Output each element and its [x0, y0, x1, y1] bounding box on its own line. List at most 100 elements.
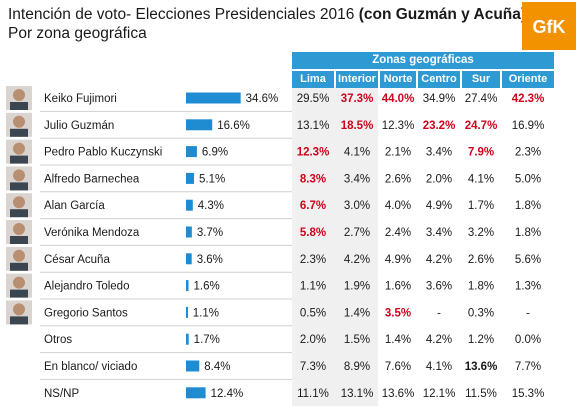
column-header-norte: Norte: [380, 71, 416, 88]
row-label: Gregorio Santos: [44, 307, 128, 319]
chart-title: Intención de voto- Elecciones Presidenci…: [8, 6, 526, 24]
zone-value-lima: 2.3%: [300, 254, 326, 266]
column-header-lima: Lima: [292, 71, 334, 88]
column-shade: [292, 138, 378, 165]
gfk-logo: GfK: [522, 2, 576, 50]
zone-value-lima: 6.7%: [300, 200, 326, 212]
column-shade: [292, 272, 378, 299]
zone-value-norte: 1.4%: [385, 334, 411, 346]
candidate-photo: [6, 300, 32, 325]
column-header-centro: Centro: [418, 71, 460, 88]
column-shade: [292, 299, 378, 326]
zone-value-centro: 23.2%: [423, 120, 456, 132]
zone-value-sur: 4.1%: [468, 173, 494, 185]
column-shade: [292, 379, 378, 407]
zone-value-centro: 3.6%: [426, 281, 452, 293]
zone-value-interior: 1.4%: [344, 307, 370, 319]
zone-value-oriente: 1.3%: [515, 281, 541, 293]
column-shade: [292, 218, 378, 246]
row-label: NS/NP: [44, 388, 79, 400]
zone-value-interior: 13.1%: [341, 388, 374, 400]
zone-value-sur: 1.8%: [468, 281, 494, 293]
zone-value-norte: 2.6%: [385, 173, 411, 185]
total-value-label: 8.4%: [204, 361, 230, 373]
zone-value-norte: 44.0%: [382, 93, 415, 105]
row-label: Julio Guzmán: [44, 120, 114, 132]
row-label: Alan García: [44, 200, 105, 212]
zone-value-sur: 1.2%: [468, 334, 494, 346]
zone-value-interior: 3.4%: [344, 173, 370, 185]
candidate-photo: [6, 166, 32, 191]
total-value-label: 6.9%: [202, 147, 228, 159]
zone-value-lima: 13.1%: [297, 120, 330, 132]
column-shade: [292, 245, 378, 273]
total-value-label: 16.6%: [217, 120, 250, 132]
zone-value-interior: 8.9%: [344, 361, 370, 373]
column-shade: [292, 84, 378, 112]
title-main: Intención de voto- Elecciones Presidenci…: [8, 6, 359, 23]
chart-subtitle: Por zona geográfica: [8, 25, 147, 42]
zone-value-oriente: 2.3%: [515, 147, 541, 159]
candidate-photo: [6, 139, 32, 164]
candidate-photo: [6, 86, 32, 110]
total-value-label: 12.4%: [211, 388, 244, 400]
zone-value-sur: 7.9%: [468, 147, 494, 159]
total-bar: [186, 387, 206, 399]
candidate-photo: [6, 112, 32, 137]
zone-value-norte: 1.6%: [385, 281, 411, 293]
column-shade: [292, 191, 378, 219]
candidate-photo: [6, 246, 32, 271]
total-bar: [186, 92, 241, 104]
total-bar: [186, 253, 192, 265]
total-bar: [186, 146, 197, 158]
zone-value-oriente: -: [526, 307, 530, 319]
zone-value-interior: 4.1%: [344, 147, 370, 159]
zone-value-lima: 12.3%: [297, 147, 330, 159]
zone-value-interior: 1.9%: [344, 281, 370, 293]
total-bar: [186, 226, 192, 238]
total-bar: [186, 306, 188, 318]
total-value-label: 1.7%: [194, 334, 220, 346]
zone-value-oriente: 5.0%: [515, 173, 541, 185]
column-shade: [292, 111, 378, 139]
zone-value-oriente: 16.9%: [512, 120, 545, 132]
total-value-label: 1.1%: [193, 307, 219, 319]
zone-value-sur: 13.6%: [465, 361, 498, 373]
total-value-label: 1.6%: [194, 281, 220, 293]
candidate-photo: [6, 273, 32, 298]
zone-value-centro: 2.0%: [426, 173, 452, 185]
zone-value-norte: 12.3%: [382, 120, 415, 132]
zone-value-oriente: 15.3%: [512, 388, 545, 400]
candidate-photo: [6, 193, 32, 218]
zone-value-interior: 4.2%: [344, 254, 370, 266]
total-value-label: 3.7%: [197, 227, 223, 239]
zone-value-interior: 37.3%: [341, 93, 374, 105]
zone-value-sur: 2.6%: [468, 254, 494, 266]
total-value-label: 5.1%: [199, 173, 225, 185]
zone-value-norte: 7.6%: [385, 361, 411, 373]
row-label: En blanco/ viciado: [44, 361, 137, 373]
zone-value-norte: 13.6%: [382, 388, 415, 400]
total-bar: [186, 333, 189, 345]
zone-value-centro: 4.2%: [426, 334, 452, 346]
row-label: Keiko Fujimori: [44, 93, 117, 105]
column-shade: [292, 325, 378, 353]
row-label: Verónika Mendoza: [44, 227, 140, 239]
total-bar: [186, 199, 193, 211]
row-label: Alfredo Barnechea: [44, 173, 140, 185]
zones-group-header: Zonas geográficas: [292, 52, 554, 69]
zone-value-oriente: 1.8%: [515, 227, 541, 239]
zone-value-interior: 18.5%: [341, 120, 374, 132]
zone-value-lima: 5.8%: [300, 227, 326, 239]
total-bar: [186, 119, 213, 131]
zone-value-lima: 7.3%: [300, 361, 326, 373]
zone-value-norte: 4.9%: [385, 254, 411, 266]
total-bar: [186, 360, 200, 372]
zone-value-norte: 2.4%: [385, 227, 411, 239]
zone-value-lima: 8.3%: [300, 173, 326, 185]
row-label: Alejandro Toledo: [44, 281, 129, 293]
column-header-oriente: Oriente: [502, 71, 554, 88]
zone-value-sur: 24.7%: [465, 120, 498, 132]
row-label: Otros: [44, 334, 72, 346]
